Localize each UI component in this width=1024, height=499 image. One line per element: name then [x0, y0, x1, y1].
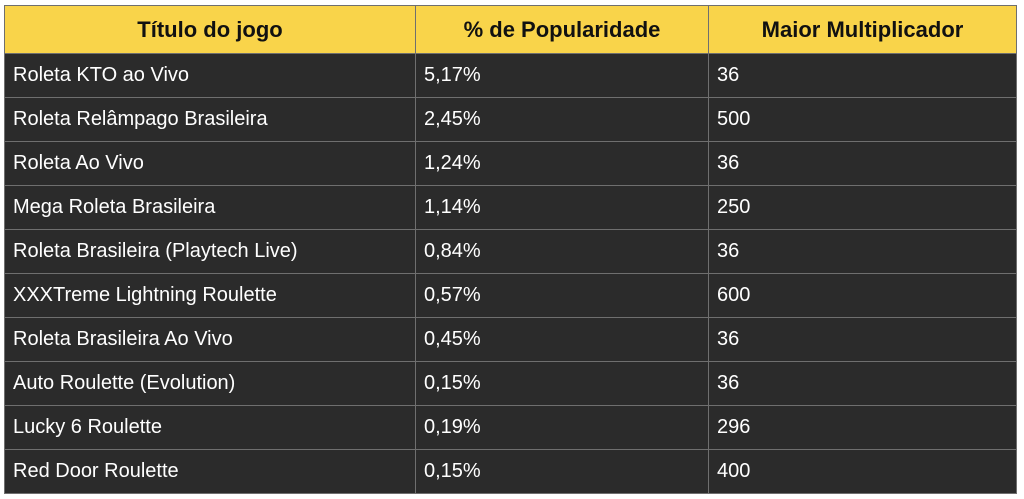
- popularity-cell: 0,57%: [415, 273, 709, 318]
- table-row: Red Door Roulette 0,15% 400: [4, 449, 1017, 494]
- popularity-table-container: Título do jogo % de Popularidade Maior M…: [4, 5, 1017, 494]
- max-multiplier-cell: 400: [708, 449, 1017, 494]
- game-title-cell: Roleta Ao Vivo: [4, 141, 416, 186]
- max-multiplier-cell: 36: [708, 53, 1017, 98]
- popularity-cell: 0,45%: [415, 317, 709, 362]
- header-popularity: % de Popularidade: [415, 5, 709, 54]
- max-multiplier-cell: 36: [708, 361, 1017, 406]
- max-multiplier-cell: 296: [708, 405, 1017, 450]
- game-title-cell: Roleta Relâmpago Brasileira: [4, 97, 416, 142]
- roulette-popularity-table: Título do jogo % de Popularidade Maior M…: [4, 5, 1017, 494]
- game-title-cell: Roleta KTO ao Vivo: [4, 53, 416, 98]
- popularity-cell: 2,45%: [415, 97, 709, 142]
- max-multiplier-cell: 36: [708, 141, 1017, 186]
- table-row: Roleta Relâmpago Brasileira 2,45% 500: [4, 97, 1017, 142]
- game-title-cell: Mega Roleta Brasileira: [4, 185, 416, 230]
- header-row: Título do jogo % de Popularidade Maior M…: [4, 5, 1017, 54]
- table-row: Roleta Brasileira (Playtech Live) 0,84% …: [4, 229, 1017, 274]
- game-title-cell: Roleta Brasileira (Playtech Live): [4, 229, 416, 274]
- table-row: Roleta Ao Vivo 1,24% 36: [4, 141, 1017, 186]
- popularity-cell: 0,15%: [415, 361, 709, 406]
- table-row: Lucky 6 Roulette 0,19% 296: [4, 405, 1017, 450]
- table-row: Mega Roleta Brasileira 1,14% 250: [4, 185, 1017, 230]
- table-row: Roleta Brasileira Ao Vivo 0,45% 36: [4, 317, 1017, 362]
- table-row: Roleta KTO ao Vivo 5,17% 36: [4, 53, 1017, 98]
- header-game-title: Título do jogo: [4, 5, 416, 54]
- game-title-cell: XXXTreme Lightning Roulette: [4, 273, 416, 318]
- max-multiplier-cell: 36: [708, 229, 1017, 274]
- game-title-cell: Auto Roulette (Evolution): [4, 361, 416, 406]
- table-body: Roleta KTO ao Vivo 5,17% 36 Roleta Relâm…: [4, 53, 1017, 494]
- popularity-cell: 5,17%: [415, 53, 709, 98]
- popularity-cell: 1,24%: [415, 141, 709, 186]
- header-max-multiplier: Maior Multiplicador: [708, 5, 1017, 54]
- game-title-cell: Roleta Brasileira Ao Vivo: [4, 317, 416, 362]
- popularity-cell: 0,19%: [415, 405, 709, 450]
- table-row: XXXTreme Lightning Roulette 0,57% 600: [4, 273, 1017, 318]
- max-multiplier-cell: 600: [708, 273, 1017, 318]
- popularity-cell: 1,14%: [415, 185, 709, 230]
- popularity-cell: 0,15%: [415, 449, 709, 494]
- table-row: Auto Roulette (Evolution) 0,15% 36: [4, 361, 1017, 406]
- game-title-cell: Lucky 6 Roulette: [4, 405, 416, 450]
- popularity-cell: 0,84%: [415, 229, 709, 274]
- max-multiplier-cell: 250: [708, 185, 1017, 230]
- table-header: Título do jogo % de Popularidade Maior M…: [4, 5, 1017, 54]
- max-multiplier-cell: 36: [708, 317, 1017, 362]
- game-title-cell: Red Door Roulette: [4, 449, 416, 494]
- max-multiplier-cell: 500: [708, 97, 1017, 142]
